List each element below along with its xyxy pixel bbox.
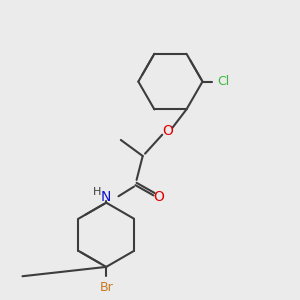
Text: N: N (101, 190, 111, 204)
Text: Br: Br (99, 281, 113, 295)
Text: O: O (153, 190, 164, 204)
Text: O: O (162, 124, 173, 138)
Text: Cl: Cl (217, 75, 230, 88)
Text: H: H (93, 188, 101, 197)
